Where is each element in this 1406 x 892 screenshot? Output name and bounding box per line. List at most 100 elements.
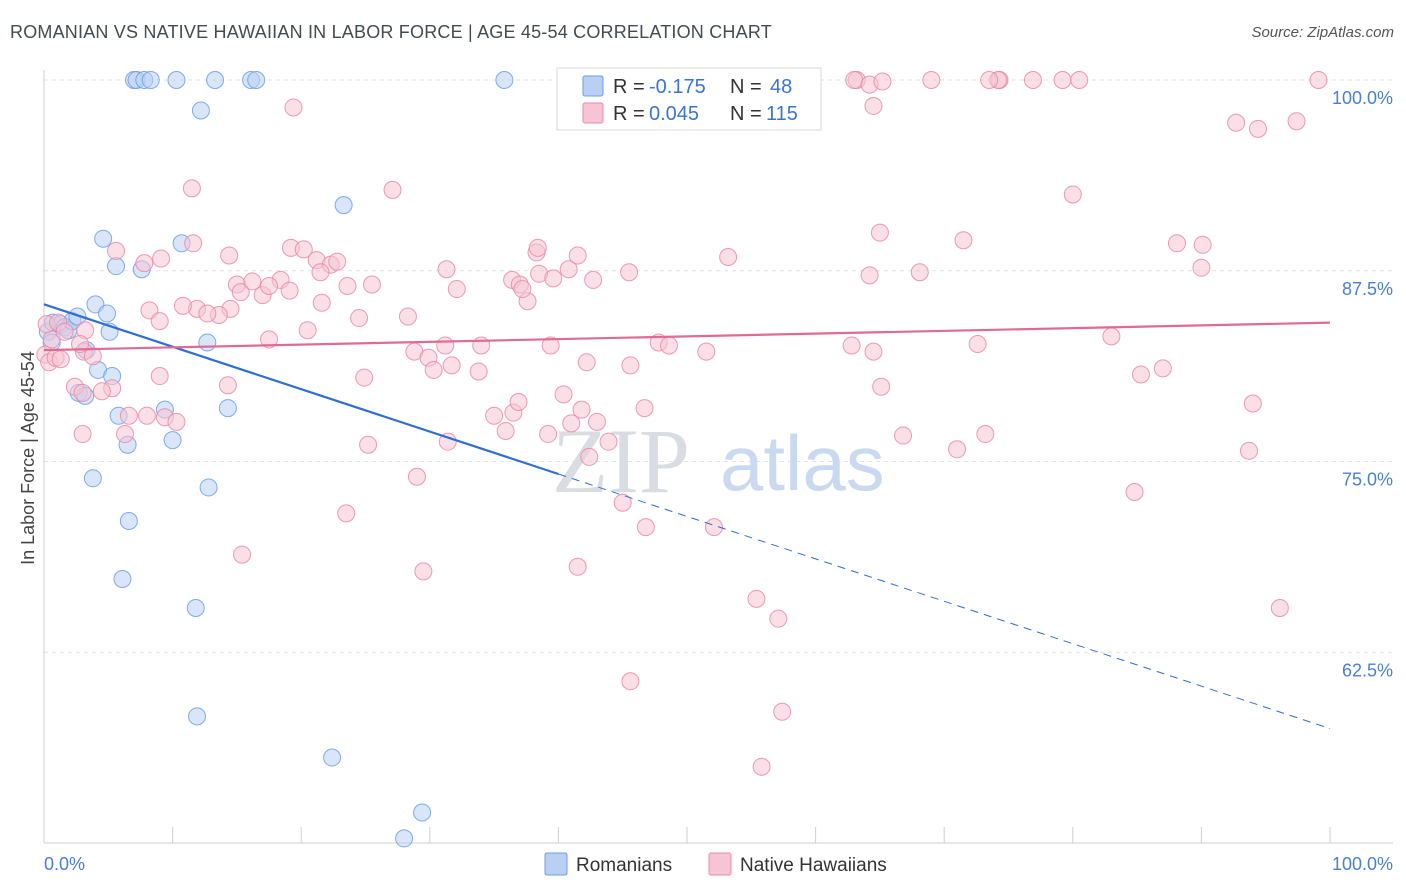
point-native-hawaiians: [1227, 113, 1246, 132]
trend-line-native-hawaiians: [43, 321, 1331, 352]
point-native-hawaiians: [350, 309, 369, 328]
trend-line-romanians: [43, 303, 559, 476]
point-native-hawaiians: [976, 425, 995, 444]
series-legend-label-romanians: Romanians: [576, 855, 672, 876]
chart-title: ROMANIAN VS NATIVE HAWAIIAN IN LABOR FOR…: [10, 22, 772, 42]
point-native-hawaiians: [620, 263, 639, 282]
point-native-hawaiians: [1023, 71, 1042, 89]
data-points: [36, 71, 1328, 848]
point-native-hawaiians: [580, 447, 599, 466]
point-romanians: [188, 707, 207, 726]
point-romanians: [413, 803, 432, 822]
point-romanians: [247, 71, 266, 89]
point-romanians: [141, 71, 160, 89]
point-native-hawaiians: [447, 280, 466, 299]
point-native-hawaiians: [438, 432, 457, 451]
point-native-hawaiians: [636, 518, 655, 537]
point-native-hawaiians: [860, 266, 879, 285]
point-native-hawaiians: [922, 71, 941, 89]
point-native-hawaiians: [562, 414, 581, 433]
point-native-hawaiians: [1131, 365, 1150, 384]
point-native-hawaiians: [398, 307, 417, 326]
point-native-hawaiians: [437, 260, 456, 279]
point-native-hawaiians: [528, 238, 547, 257]
point-native-hawaiians: [51, 350, 70, 369]
legend-n-label-1: N =: [730, 76, 762, 98]
point-native-hawaiians: [568, 557, 587, 576]
point-native-hawaiians: [424, 360, 443, 379]
legend-n-value-native-hawaiians: 115: [766, 103, 798, 125]
point-romanians: [191, 101, 210, 120]
point-native-hawaiians: [1239, 441, 1258, 460]
point-native-hawaiians: [635, 399, 654, 418]
point-native-hawaiians: [1243, 394, 1262, 413]
point-native-hawaiians: [948, 440, 967, 459]
point-native-hawaiians: [442, 356, 461, 375]
point-native-hawaiians: [773, 702, 792, 721]
point-native-hawaiians: [554, 385, 573, 404]
x-tick-label-min: 0.0%: [44, 854, 85, 874]
series-legend-label-native-hawaiians: Native Hawaiians: [740, 855, 887, 876]
legend-r-value-romanians: -0.175: [649, 76, 706, 98]
point-native-hawaiians: [572, 400, 591, 419]
point-native-hawaiians: [337, 504, 356, 523]
series-legend-swatch-native-hawaiians: [708, 852, 732, 876]
point-native-hawaiians: [864, 342, 883, 361]
point-romanians: [113, 570, 132, 589]
point-native-hawaiians: [218, 376, 237, 395]
point-native-hawaiians: [587, 412, 606, 431]
axes: [43, 70, 1393, 844]
point-native-hawaiians: [298, 321, 317, 340]
point-native-hawaiians: [599, 432, 618, 451]
point-romanians: [323, 748, 342, 767]
point-native-hawaiians: [1167, 234, 1186, 253]
point-romanians: [83, 469, 102, 488]
point-romanians: [163, 431, 182, 450]
point-native-hawaiians: [184, 234, 203, 253]
point-native-hawaiians: [383, 180, 402, 199]
point-native-hawaiians: [980, 71, 999, 89]
point-native-hawaiians: [1063, 185, 1082, 204]
point-native-hawaiians: [137, 406, 156, 425]
point-native-hawaiians: [150, 367, 169, 386]
point-native-hawaiians: [1192, 258, 1211, 277]
point-native-hawaiians: [485, 406, 504, 425]
point-native-hawaiians: [414, 562, 433, 581]
point-native-hawaiians: [173, 296, 192, 315]
point-native-hawaiians: [509, 392, 528, 411]
point-native-hawaiians: [1070, 71, 1089, 89]
trend-lines: [43, 303, 1331, 730]
point-native-hawaiians: [747, 589, 766, 608]
point-native-hawaiians: [842, 336, 861, 355]
point-native-hawaiians: [83, 347, 102, 366]
point-native-hawaiians: [719, 248, 738, 267]
point-native-hawaiians: [621, 356, 640, 375]
point-native-hawaiians: [167, 412, 186, 431]
point-native-hawaiians: [697, 342, 716, 361]
point-native-hawaiians: [407, 467, 426, 486]
point-romanians: [334, 196, 353, 215]
point-native-hawaiians: [73, 425, 92, 444]
point-native-hawaiians: [496, 421, 515, 440]
point-native-hawaiians: [621, 672, 640, 691]
point-native-hawaiians: [845, 71, 864, 89]
point-romanians: [198, 333, 217, 352]
grid-lines: [44, 79, 1393, 653]
point-native-hawaiians: [198, 304, 217, 323]
point-native-hawaiians: [260, 330, 279, 349]
point-native-hawaiians: [328, 252, 347, 271]
point-native-hawaiians: [220, 246, 239, 265]
point-native-hawaiians: [752, 757, 771, 776]
y-tick-label: 87.5%: [1342, 279, 1393, 299]
chart-source: Source: ZipAtlas.com: [1251, 24, 1394, 41]
point-native-hawaiians: [280, 281, 299, 300]
point-native-hawaiians: [1309, 71, 1328, 89]
point-native-hawaiians: [539, 425, 558, 444]
point-native-hawaiians: [910, 263, 929, 282]
point-romanians: [199, 478, 218, 497]
point-native-hawaiians: [260, 277, 279, 296]
point-native-hawaiians: [1053, 71, 1072, 89]
point-native-hawaiians: [568, 246, 587, 265]
point-romanians: [107, 257, 126, 276]
point-native-hawaiians: [311, 263, 330, 282]
